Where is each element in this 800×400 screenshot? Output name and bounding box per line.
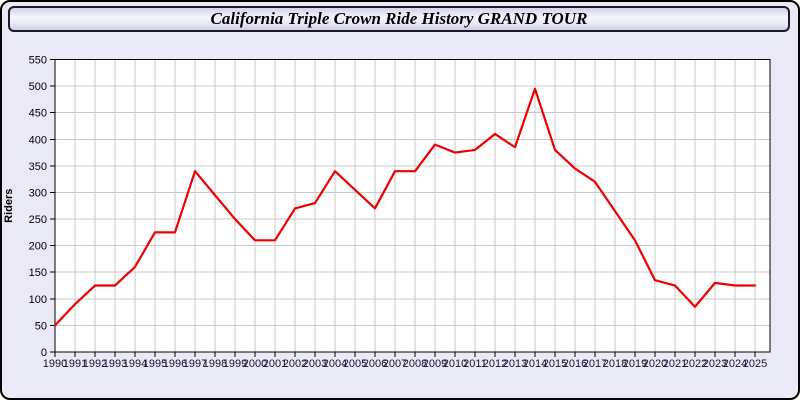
x-tick-label: 1995 (143, 358, 167, 370)
x-tick-label: 2006 (363, 358, 387, 370)
x-tick-label: 2001 (263, 358, 287, 370)
x-tick-label: 2003 (303, 358, 327, 370)
x-tick-label: 2021 (663, 358, 687, 370)
x-tick-label: 2012 (483, 358, 507, 370)
x-tick-label: 2009 (423, 358, 447, 370)
y-tick-label: 50 (35, 320, 47, 332)
y-tick-label: 150 (29, 267, 47, 279)
x-tick-label: 2025 (743, 358, 767, 370)
x-tick-label: 2002 (283, 358, 307, 370)
plot-area (55, 59, 770, 352)
x-tick-label: 1996 (163, 358, 187, 370)
x-tick-label: 2024 (723, 358, 747, 370)
x-tick-label: 1992 (83, 358, 107, 370)
y-tick-label: 400 (29, 134, 47, 146)
riders-data-line (53, 87, 757, 327)
x-tick-label: 1994 (123, 358, 147, 370)
y-tick-label: 300 (29, 187, 47, 199)
x-tick-label: 2018 (603, 358, 627, 370)
y-tick-label: 100 (29, 294, 47, 306)
x-tick-label: 2015 (543, 358, 567, 370)
y-tick-label: 200 (29, 241, 47, 253)
x-tick-label: 1999 (223, 358, 247, 370)
x-tick-label: 2011 (463, 358, 487, 370)
x-tick-label: 2023 (703, 358, 727, 370)
x-tick-label: 2014 (523, 358, 547, 370)
plot-border (54, 58, 771, 353)
y-tick-label: 0 (41, 347, 47, 359)
y-tick-label: 500 (29, 81, 47, 93)
x-tick-label: 2004 (323, 358, 347, 370)
page-title: California Triple Crown Ride History GRA… (210, 9, 588, 28)
x-tick-label: 2000 (243, 358, 267, 370)
y-tick-label: 350 (29, 161, 47, 173)
y-tick-label: 250 (29, 214, 47, 226)
x-tick-label: 2010 (443, 358, 467, 370)
x-tick-label: 1998 (203, 358, 227, 370)
x-tick-label: 1990 (43, 358, 67, 370)
title-bar: California Triple Crown Ride History GRA… (8, 6, 790, 32)
x-tick-label: 1993 (103, 358, 127, 370)
x-tick-label: 1997 (183, 358, 207, 370)
x-tick-label: 1991 (63, 358, 87, 370)
x-tick-label: 2007 (383, 358, 407, 370)
y-tick-label: 450 (29, 108, 47, 120)
x-tick-label: 2020 (643, 358, 667, 370)
x-tick-label: 2008 (403, 358, 427, 370)
x-tick-label: 2022 (683, 358, 707, 370)
x-tick-label: 2013 (503, 358, 527, 370)
y-axis-title: Riders (3, 189, 15, 223)
x-tick-label: 2019 (623, 358, 647, 370)
x-tick-label: 2016 (563, 358, 587, 370)
x-tick-label: 2017 (583, 358, 607, 370)
y-tick-label: 550 (29, 55, 47, 67)
x-tick-label: 2005 (343, 358, 367, 370)
